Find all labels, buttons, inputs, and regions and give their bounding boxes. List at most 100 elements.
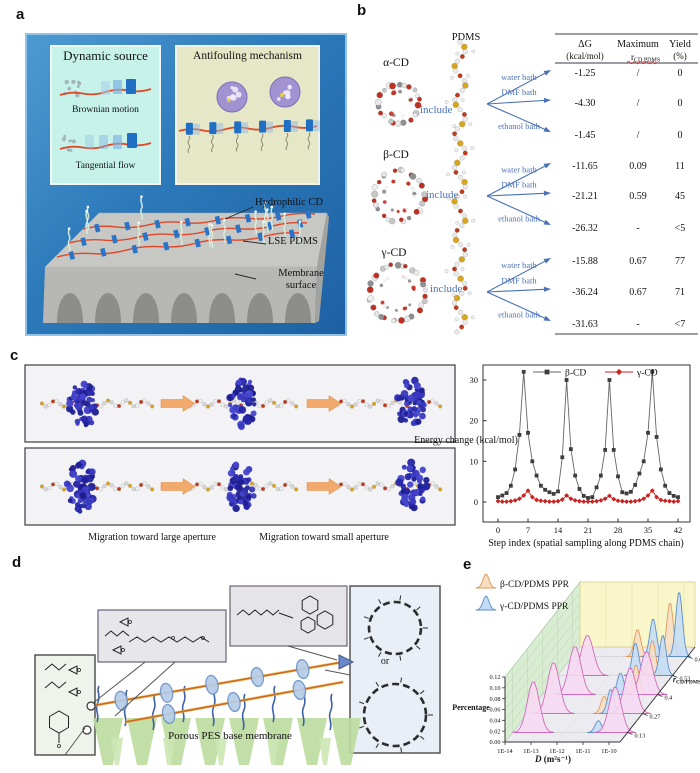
leader-line [92,661,146,704]
cd-cluster-atom [246,398,252,404]
particle-dot [75,93,80,98]
atom [378,313,385,320]
atom [434,484,439,489]
marker-square [598,473,603,478]
brush-tip [140,195,143,198]
cell-rmax: 0.09 [629,161,647,172]
cd-bead [194,238,201,248]
atom [414,101,422,109]
marker-square [530,459,535,464]
atom [382,303,388,308]
atom [471,218,476,223]
marker-square [671,493,676,498]
atom [380,300,385,305]
bond [278,612,294,619]
atom [452,101,459,108]
hydrophilic-brush [208,224,212,248]
bath-arrowhead [543,219,551,225]
leader-line [287,645,338,661]
foulant-texture [282,90,288,95]
atom [405,207,409,211]
atom [452,124,457,128]
atom [102,401,107,406]
dangling-chain [285,132,289,151]
atom [389,82,396,90]
cell-rmax: 0.59 [629,191,647,202]
atom [142,398,147,403]
cell-rmax: - [636,319,639,330]
marker-square [641,459,646,464]
cd-bead [214,215,222,225]
x-tick-label: 1E-13 [523,748,538,755]
cell-rmax: / [637,68,640,79]
bath-arrowhead [543,163,551,169]
atom [460,98,465,102]
cd-bead [288,229,296,239]
atom [459,54,465,59]
atom [146,484,151,489]
brush-tip [86,205,90,209]
atom [390,484,395,489]
atom [368,404,373,409]
cd-bead [162,241,170,251]
atom [391,179,396,184]
cd-cluster-atom [412,391,420,399]
cd-ghost [101,81,110,95]
y-tick-label: 30 [470,375,479,385]
atom [386,487,391,492]
threaded-cd-ring [227,691,241,713]
atom [457,275,464,282]
atom [454,227,460,233]
junction-node [86,701,96,711]
bath-label: ethanol bath [498,121,541,131]
atom [461,111,467,117]
pdms-label: PDMS [451,32,481,43]
cd-cluster-atom [418,487,425,494]
bath-arrow [486,99,546,105]
antifouling-box [175,45,320,185]
atom [382,403,388,408]
atom [421,191,428,198]
epoxide-group [67,687,78,697]
bath-label: DMF bath [501,87,537,97]
leader-line [224,206,254,220]
atom [120,483,125,488]
cd-bead [131,244,138,254]
gamma-cd-molecule [366,262,428,324]
cd-ghost [113,135,122,149]
cd-cluster-atom [88,419,95,426]
atom [452,232,457,238]
cd-bead [111,234,118,244]
atom [286,398,291,403]
glucose-substituent [363,637,369,640]
alpha-cd-molecule [374,81,422,127]
porous-pes-label: Porous PES base membrane [168,730,292,742]
atom [438,404,443,409]
atom [453,169,459,175]
atom [408,303,412,307]
atom [420,281,427,288]
atom [98,404,103,409]
bath-arrow [486,195,546,224]
atom [423,287,428,293]
cd-bead [126,79,136,94]
cd-ghost [312,120,320,132]
atom [438,487,443,492]
bath-arrow [486,165,546,197]
cd-cluster-atom [251,397,256,402]
atom [381,213,387,219]
oxygen-atom [57,744,61,748]
particle-dot [64,79,69,85]
atom [213,398,218,404]
atom [50,399,56,404]
atom [459,155,465,161]
atom [391,90,397,96]
hydrophilic-brush [210,225,214,249]
pdms-chain-with-cd [327,376,443,427]
include-label-beta: include [426,189,459,201]
atom [463,194,468,199]
marker-square [517,432,522,437]
marker-square [590,495,595,500]
cd-bead [68,251,76,260]
marker-diamond [581,499,587,504]
